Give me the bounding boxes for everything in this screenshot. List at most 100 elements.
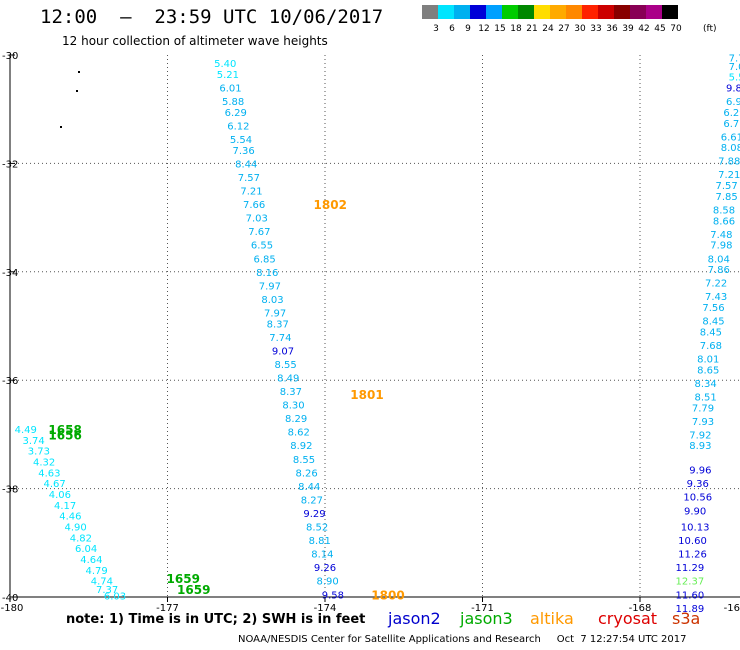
swh-value: 9.36: [687, 479, 709, 490]
swh-value: 9.26: [314, 563, 336, 574]
swh-value: 8.52: [306, 523, 328, 534]
legend-jason3: jason3: [460, 609, 513, 628]
swh-value: 6.04: [75, 544, 97, 555]
x-tick-label: -168: [629, 603, 652, 614]
swh-value: 8.08: [721, 143, 740, 154]
swh-value: 7.21: [240, 187, 262, 198]
swh-value: 7.21: [718, 170, 740, 181]
y-tick-label: -40: [2, 593, 18, 604]
swh-value: 4.74: [91, 577, 113, 588]
chart-subtitle: 12 hour collection of altimeter wave hei…: [62, 34, 328, 48]
swh-value: 7.86: [708, 265, 730, 276]
scale-label: 45: [654, 24, 666, 34]
swh-value: 5.58: [729, 73, 740, 84]
swh-value: 5.88: [222, 97, 244, 108]
swh-value: 4.17: [54, 501, 76, 512]
swh-value: 8.44: [235, 159, 257, 170]
swh-value: 12.37: [676, 577, 705, 588]
scale-label: 33: [590, 24, 602, 34]
swh-value: 9.29: [303, 509, 325, 520]
coast-dot: [78, 71, 80, 73]
scale-label: 27: [558, 24, 570, 34]
swh-value: 8.66: [713, 216, 735, 227]
scale-label: 39: [622, 24, 634, 34]
swh-value: 9.81: [726, 84, 740, 95]
swh-value: 11.26: [678, 550, 707, 561]
swh-value: 8.55: [293, 455, 315, 466]
swh-value: 4.64: [80, 555, 102, 566]
scale-swatch: [438, 5, 454, 19]
swh-value: 10.60: [678, 536, 707, 547]
legend-jason2: jason2: [388, 609, 441, 628]
legend-altika: altika: [530, 609, 574, 628]
x-tick-label: -16: [724, 603, 740, 614]
time-label: 1659: [167, 572, 200, 586]
swh-value: 7.22: [705, 279, 727, 290]
swh-value: 8.51: [694, 392, 716, 403]
swh-value: 8.45: [702, 317, 724, 328]
swh-value: 9.96: [689, 466, 711, 477]
swh-value: 7.57: [715, 181, 737, 192]
y-tick-label: -30: [2, 51, 18, 62]
coast-dot: [60, 126, 62, 128]
swh-value: 6.75: [723, 119, 740, 130]
chart-title: 12:00 — 23:59 UTC 10/06/2017: [40, 6, 384, 28]
scale-label: 70: [670, 24, 682, 34]
swh-value: 4.67: [43, 479, 65, 490]
swh-value: 8.81: [309, 536, 331, 547]
y-tick-label: -38: [2, 485, 18, 496]
swh-value: 6.55: [251, 241, 273, 252]
swh-value: 7.71: [729, 54, 740, 65]
swh-value: 8.49: [277, 373, 299, 384]
swh-value: 4.82: [70, 533, 92, 544]
scale-label: 18: [510, 24, 522, 34]
swh-value: 3.73: [28, 447, 50, 458]
swh-value: 5.40: [214, 59, 236, 70]
swh-value: 8.37: [267, 319, 289, 330]
swh-value: 8.30: [282, 401, 304, 412]
time-label: 1656: [48, 428, 81, 442]
swh-value: 8.65: [697, 365, 719, 376]
x-tick-label: -174: [314, 603, 337, 614]
swh-value: 8.45: [700, 327, 722, 338]
scale-swatch: [598, 5, 614, 19]
scale-swatch: [614, 5, 630, 19]
swh-value: 7.66: [243, 200, 265, 211]
x-tick-label: -177: [156, 603, 179, 614]
swh-value: 7.48: [710, 230, 732, 241]
swh-value: 6.29: [225, 108, 247, 119]
swh-value: 4.46: [59, 512, 81, 523]
swh-value: 7.37: [96, 585, 118, 596]
swh-value: 7.79: [692, 403, 714, 414]
swh-value: 11.60: [676, 590, 705, 601]
x-tick-label: -180: [1, 603, 24, 614]
swh-value: 6.12: [227, 121, 249, 132]
scale-label: 42: [638, 24, 650, 34]
time-label: 1802: [314, 198, 347, 212]
scale-label: 30: [574, 24, 586, 34]
swh-value: 4.90: [64, 523, 86, 534]
scale-label: 9: [465, 24, 471, 34]
swh-value: 7.97: [264, 308, 286, 319]
swh-value: 6.61: [721, 132, 740, 143]
swh-value: 8.01: [697, 355, 719, 366]
swh-value: 7.04: [729, 62, 740, 73]
swh-value: 10.13: [681, 523, 710, 534]
swh-value: 7.93: [692, 417, 714, 428]
swh-value: 7.36: [232, 146, 254, 157]
swh-value: 4.06: [49, 490, 71, 501]
scale-label: 3: [433, 24, 439, 34]
swh-value: 8.92: [290, 441, 312, 452]
swh-value: 8.16: [256, 268, 278, 279]
y-tick-label: -34: [2, 268, 18, 279]
swh-value: 8.26: [295, 468, 317, 479]
scale-swatch: [486, 5, 502, 19]
swh-value: 7.57: [238, 173, 260, 184]
swh-value: 8.04: [708, 254, 730, 265]
swh-value: 7.43: [705, 292, 727, 303]
swh-value: 11.89: [676, 604, 705, 615]
swh-value: 9.90: [684, 506, 706, 517]
swh-value: 7.88: [718, 157, 740, 168]
scale-swatch: [550, 5, 566, 19]
